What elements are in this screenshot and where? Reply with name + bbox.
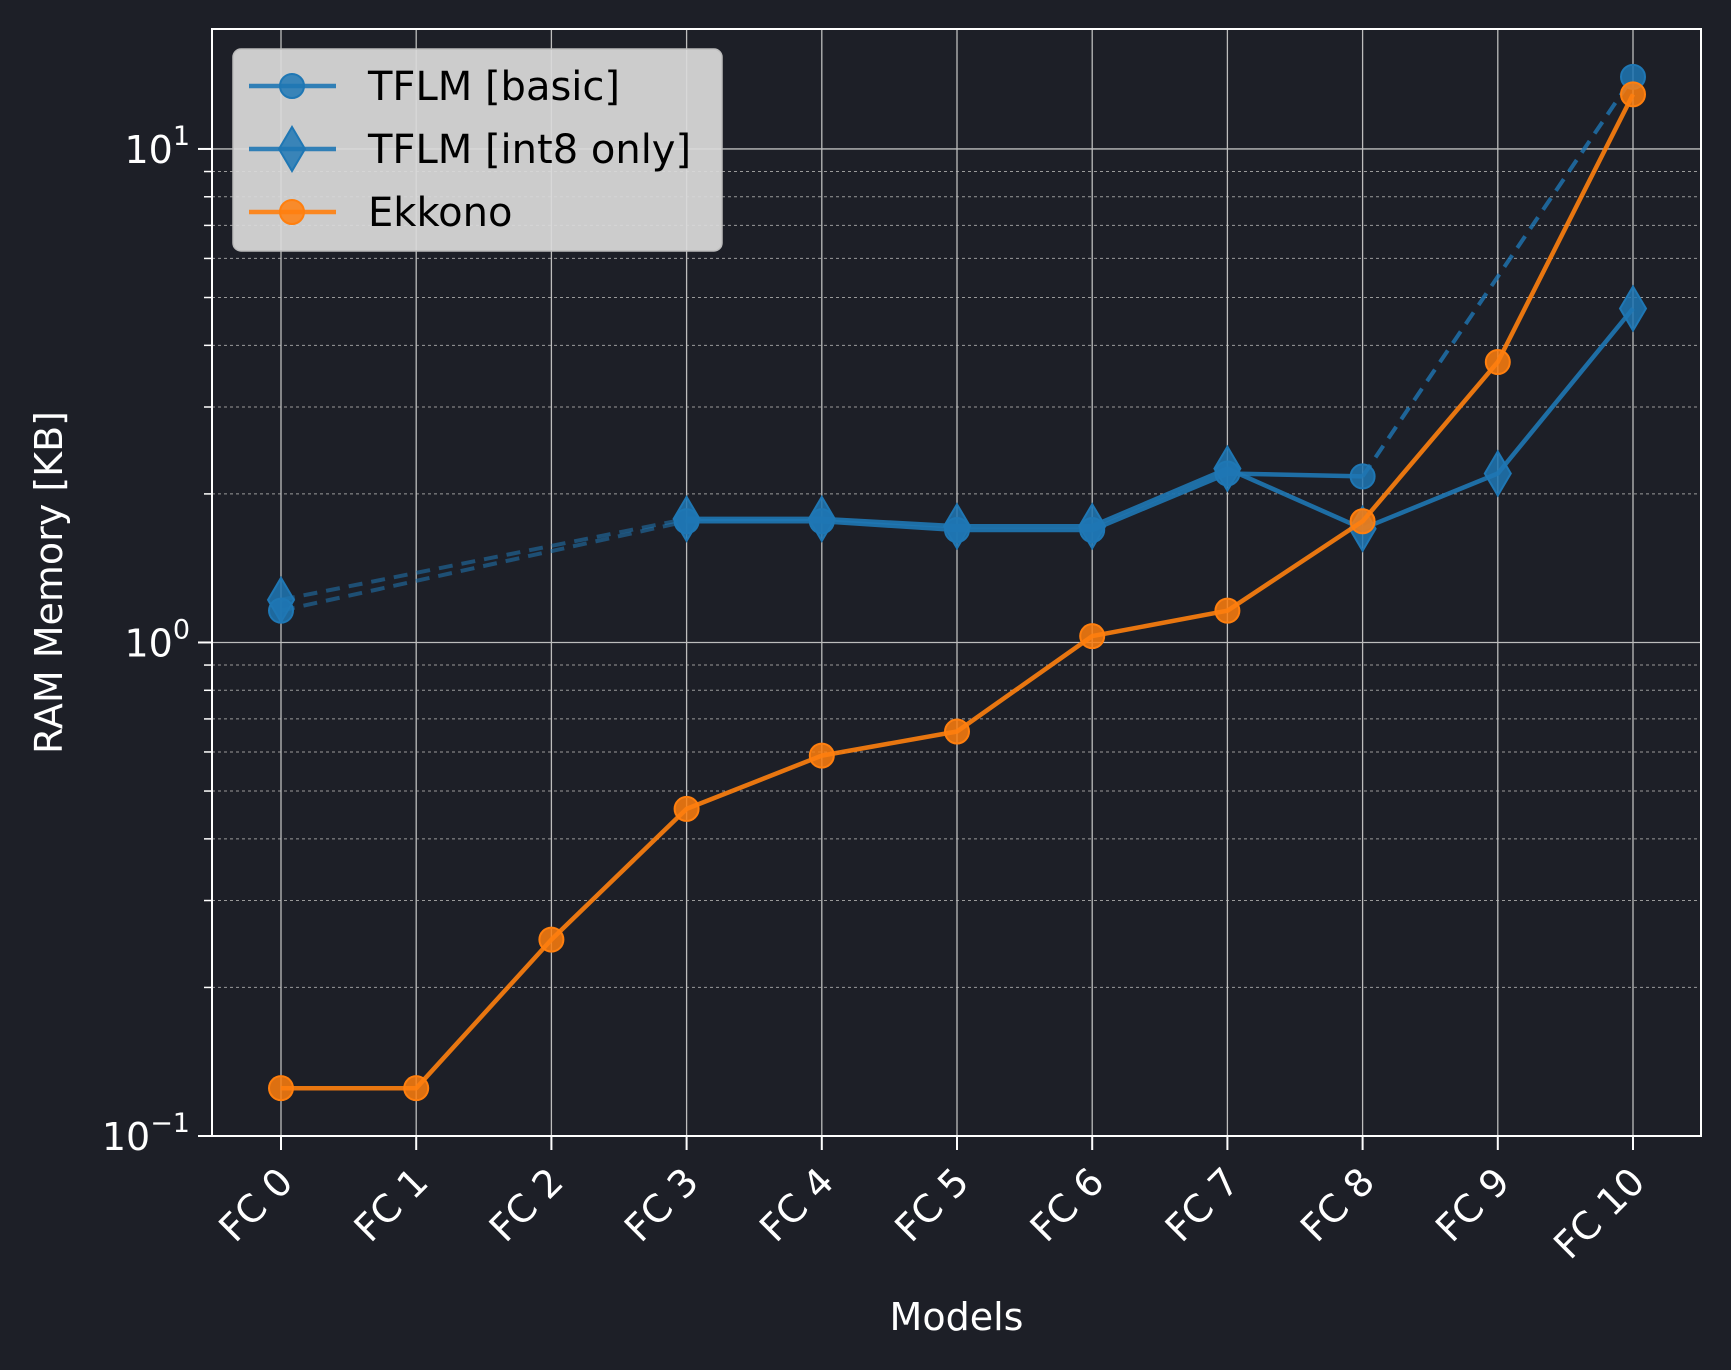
legend-label: TFLM [basic] xyxy=(367,64,620,110)
y-tick-exponent: 1 xyxy=(173,121,190,152)
data-point xyxy=(807,494,836,543)
data-point xyxy=(672,494,701,543)
y-tick-label: 10−1 xyxy=(102,1108,190,1159)
y-tick-base: 10 xyxy=(124,621,172,665)
y-tick-label: 100 xyxy=(124,614,190,665)
data-point xyxy=(403,1075,430,1102)
legend-item: TFLM [int8 only] xyxy=(249,125,691,173)
data-point xyxy=(1349,508,1376,535)
data-point xyxy=(268,1075,294,1102)
y-tick-base: 10 xyxy=(102,1115,150,1159)
data-point xyxy=(1618,284,1648,333)
y-tick-base: 10 xyxy=(124,128,172,172)
legend-marker xyxy=(279,199,305,225)
data-point xyxy=(538,926,565,953)
legend: TFLM [basic] TFLM [int8 only] Ekkono xyxy=(232,48,723,252)
legend-marker xyxy=(277,125,307,173)
legend-label: Ekkono xyxy=(368,190,512,236)
data-point xyxy=(942,502,972,551)
data-point xyxy=(673,795,700,822)
y-tick-exponent: −1 xyxy=(150,1108,190,1139)
data-point xyxy=(1213,444,1242,493)
data-point xyxy=(808,742,835,769)
data-point xyxy=(1484,349,1511,376)
x-axis-title: Models xyxy=(890,1295,1024,1339)
data-point xyxy=(1483,449,1512,498)
series-ekkono xyxy=(268,81,1646,1102)
series-layer xyxy=(266,63,1648,1102)
data-point xyxy=(1214,597,1241,624)
data-point xyxy=(1349,463,1376,490)
legend-marker xyxy=(279,73,305,99)
data-point xyxy=(1079,623,1106,650)
gap-connector xyxy=(1360,75,1635,478)
legend-label: TFLM [int8 only] xyxy=(367,127,691,173)
data-point xyxy=(266,575,296,624)
legend-box xyxy=(232,48,723,252)
y-tick-label: 101 xyxy=(124,121,190,172)
y-tick-exponent: 0 xyxy=(173,614,190,645)
legend-item: TFLM [basic] xyxy=(249,64,620,110)
data-point xyxy=(1620,81,1646,108)
y-axis-title: RAM Memory [KB] xyxy=(27,411,71,754)
gap-connector xyxy=(280,519,688,613)
legend-item: Ekkono xyxy=(249,190,512,236)
data-point xyxy=(944,718,970,745)
data-point xyxy=(1078,502,1107,551)
series-line xyxy=(686,307,1635,531)
